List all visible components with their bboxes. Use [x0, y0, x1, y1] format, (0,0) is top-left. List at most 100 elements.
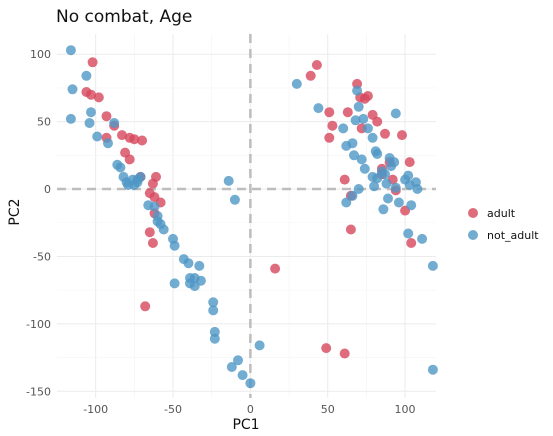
data-point-not-adult	[229, 194, 240, 205]
data-point-not-adult	[369, 181, 380, 192]
data-point-not-adult	[389, 157, 400, 168]
legend-label-adult: adult	[487, 207, 516, 220]
x-axis-title: PC1	[232, 417, 259, 433]
data-point-not-adult	[195, 275, 206, 286]
data-point-not-adult	[347, 190, 358, 201]
x-tick-label: -50	[164, 403, 182, 416]
x-tick-label: 100	[395, 403, 416, 416]
y-tick-label: -100	[26, 318, 51, 331]
data-point-not-adult	[84, 118, 95, 128]
data-point-adult	[345, 224, 356, 235]
data-point-not-adult	[208, 297, 219, 308]
data-point-not-adult	[427, 260, 438, 271]
y-tick-label: 0	[44, 183, 51, 196]
data-point-not-adult	[208, 305, 219, 316]
y-tick-label: 50	[37, 116, 51, 129]
data-point-adult	[101, 111, 112, 122]
data-point-not-adult	[65, 113, 76, 124]
y-tick-label: -50	[33, 250, 51, 263]
x-tick-label: 50	[321, 403, 335, 416]
y-tick-label: -150	[26, 385, 51, 398]
y-axis-title: PC2	[7, 198, 23, 225]
legend: adult not_adult	[468, 207, 539, 242]
data-point-not-adult	[358, 113, 369, 124]
data-point-not-adult	[347, 138, 358, 149]
data-point-not-adult	[183, 258, 194, 269]
data-point-not-adult	[372, 173, 383, 184]
data-point-adult	[342, 107, 353, 118]
data-point-not-adult	[353, 101, 364, 112]
data-point-adult	[140, 301, 151, 312]
legend-label-not-adult: not_adult	[487, 229, 539, 242]
data-point-not-adult	[132, 174, 143, 185]
data-point-not-adult	[223, 175, 234, 186]
x-tick-label: -100	[83, 403, 108, 416]
data-point-not-adult	[65, 45, 76, 56]
data-point-adult	[147, 238, 158, 248]
data-point-not-adult	[338, 123, 349, 134]
data-point-not-adult	[383, 193, 393, 204]
data-point-adult	[339, 348, 350, 359]
data-point-not-adult	[417, 233, 428, 244]
data-point-adult	[305, 70, 316, 81]
data-point-adult	[362, 91, 373, 101]
data-point-not-adult	[356, 154, 367, 165]
grid-lines	[57, 34, 436, 398]
data-point-not-adult	[390, 108, 401, 119]
data-point-not-adult	[313, 103, 324, 114]
data-point-not-adult	[406, 200, 417, 211]
data-point-not-adult	[359, 163, 370, 174]
data-point-not-adult	[403, 228, 414, 239]
data-point-adult	[87, 57, 98, 68]
data-point-adult	[372, 116, 383, 127]
data-point-not-adult	[115, 162, 126, 173]
data-point-not-adult	[350, 115, 361, 126]
data-point-not-adult	[149, 201, 160, 212]
data-point-adult	[137, 135, 148, 146]
data-point-not-adult	[86, 107, 96, 118]
data-point-adult	[117, 130, 127, 141]
data-point-not-adult	[92, 131, 103, 142]
data-point-not-adult	[412, 184, 423, 194]
data-point-adult	[311, 60, 322, 70]
data-point-not-adult	[233, 355, 243, 366]
data-point-not-adult	[362, 123, 373, 134]
data-point-adult	[129, 134, 140, 145]
data-point-not-adult	[237, 370, 248, 381]
data-point-adult	[339, 174, 350, 185]
data-point-not-adult	[390, 182, 401, 193]
data-point-adult	[406, 238, 417, 248]
legend-key-adult	[468, 208, 478, 218]
data-point-not-adult	[349, 150, 359, 161]
data-point-adult	[86, 89, 96, 100]
data-point-not-adult	[245, 378, 256, 389]
data-point-not-adult	[226, 362, 237, 372]
data-point-not-adult	[109, 118, 120, 128]
chart-title: No combat, Age	[56, 7, 192, 27]
data-point-not-adult	[372, 149, 383, 159]
y-tick-label: 100	[30, 48, 51, 61]
data-point-not-adult	[169, 240, 180, 251]
data-point-not-adult	[393, 197, 404, 208]
data-point-not-adult	[427, 364, 438, 375]
data-point-not-adult	[367, 132, 378, 143]
data-point-not-adult	[341, 197, 352, 208]
data-point-not-adult	[378, 204, 389, 215]
data-point-not-adult	[353, 184, 364, 194]
data-point-not-adult	[103, 138, 113, 149]
x-tick-label: 0	[247, 403, 254, 416]
data-point-adult	[380, 128, 390, 139]
data-point-not-adult	[380, 169, 390, 180]
data-point-adult	[404, 157, 415, 168]
data-point-not-adult	[81, 70, 92, 81]
data-point-adult	[124, 154, 135, 165]
data-point-not-adult	[209, 333, 220, 344]
data-points	[65, 45, 438, 389]
data-point-not-adult	[291, 78, 302, 89]
data-point-not-adult	[352, 85, 363, 96]
reference-lines	[57, 34, 436, 398]
data-point-not-adult	[158, 224, 169, 235]
data-point-adult	[144, 227, 155, 238]
data-point-adult	[324, 132, 335, 143]
